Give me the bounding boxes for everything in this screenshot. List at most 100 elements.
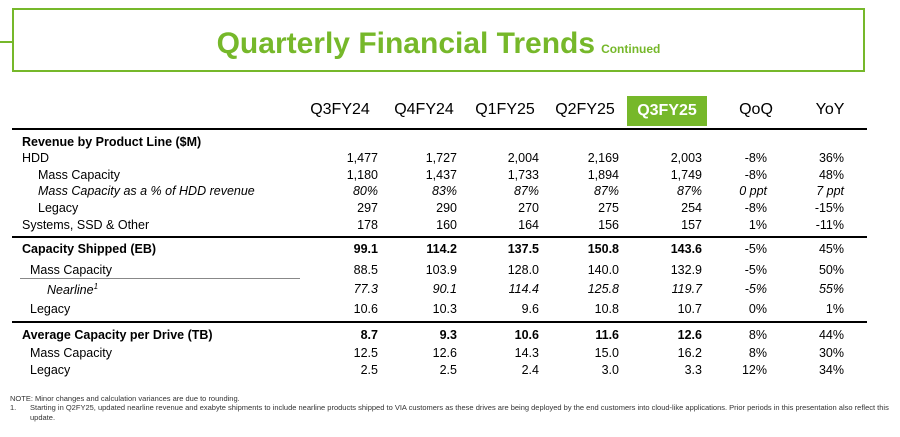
cell-yoy: 1% <box>825 302 844 316</box>
cell: 1,749 <box>670 168 702 182</box>
footnote-number: 1. <box>10 403 17 412</box>
cell: 9.3 <box>439 328 457 342</box>
table-row: Legacy 10.6 10.3 9.6 10.8 10.7 0% 1% <box>0 302 900 318</box>
cell-yoy: 50% <box>818 263 844 277</box>
cell: 10.3 <box>432 302 457 316</box>
cell: 3.3 <box>684 363 702 377</box>
nearline-label: Nearline <box>47 283 94 298</box>
cell-qoq: 12% <box>741 363 767 377</box>
cell: 2,169 <box>587 151 619 165</box>
cell: 10.7 <box>677 302 702 316</box>
cell-yoy: 36% <box>818 151 844 165</box>
title-text: Quarterly Financial Trends <box>216 27 596 60</box>
col-header-qoq: QoQ <box>739 101 773 118</box>
cell: 1,733 <box>507 168 539 182</box>
title-subtitle: Continued <box>601 42 661 56</box>
cell: 114.4 <box>508 282 539 296</box>
cell: 83% <box>431 184 457 198</box>
cell: 1,477 <box>346 151 378 165</box>
cell-yoy: -15% <box>814 201 844 215</box>
cell: 88.5 <box>353 263 378 277</box>
cell: 2.4 <box>521 363 539 377</box>
table-row: HDD 1,477 1,727 2,004 2,169 2,003 -8% 36… <box>0 151 900 167</box>
row-label: Capacity Shipped (EB) <box>22 242 157 256</box>
cell-qoq: 1% <box>748 218 767 232</box>
cell: 114.2 <box>426 242 457 256</box>
cell: 1,180 <box>346 168 378 182</box>
table-row: Mass Capacity as a % of HDD revenue 80% … <box>0 184 900 200</box>
row-label: Legacy <box>38 201 79 215</box>
section-header-capacity-shipped: Capacity Shipped (EB) 99.1 114.2 137.5 1… <box>0 242 900 258</box>
note-rounding: NOTE: Minor changes and calculation vari… <box>10 394 240 403</box>
cell: 11.6 <box>595 328 619 342</box>
col-header-q4fy24: Q4FY24 <box>394 101 454 118</box>
row-label: Mass Capacity as a % of HDD revenue <box>38 184 255 198</box>
cell: 150.8 <box>587 242 619 256</box>
title-accent-line <box>0 41 14 43</box>
cell: 164 <box>518 218 539 232</box>
col-header-q1fy25: Q1FY25 <box>475 101 535 118</box>
cell: 157 <box>681 218 702 232</box>
cell: 8.7 <box>360 328 378 342</box>
table-row: Mass Capacity 1,180 1,437 1,733 1,894 1,… <box>0 168 900 184</box>
page-title: Quarterly Financial Trends Continued <box>14 27 863 66</box>
header-rule <box>12 128 867 130</box>
row-label: Legacy <box>30 363 71 377</box>
cell-qoq: 0% <box>748 302 767 316</box>
table-row: Nearline1 77.3 90.1 114.4 125.8 119.7 -5… <box>0 282 900 298</box>
cell: 12.6 <box>677 328 702 342</box>
cell: 128.0 <box>507 263 539 277</box>
cell: 9.6 <box>521 302 539 316</box>
footnote-marker: 1 <box>93 282 99 291</box>
cell: 90.1 <box>432 282 457 296</box>
cell-qoq: 8% <box>748 328 767 342</box>
cell: 77.3 <box>353 282 378 296</box>
cell-yoy: 48% <box>818 168 844 182</box>
table-row: Mass Capacity 12.5 12.6 14.3 15.0 16.2 8… <box>0 346 900 362</box>
cell-yoy: 7 ppt <box>816 184 844 198</box>
cell: 12.6 <box>432 346 457 360</box>
col-header-q2fy25: Q2FY25 <box>555 101 615 118</box>
row-label: Nearline1 <box>47 282 98 297</box>
cell: 137.5 <box>507 242 539 256</box>
cell: 10.6 <box>514 328 539 342</box>
table-row: Mass Capacity 88.5 103.9 128.0 140.0 132… <box>0 263 900 279</box>
table-row: Legacy 2.5 2.5 2.4 3.0 3.3 12% 34% <box>0 363 900 379</box>
row-label: Systems, SSD & Other <box>22 218 150 232</box>
cell-yoy: 55% <box>818 282 844 296</box>
cell: 2.5 <box>360 363 378 377</box>
cell: 1,727 <box>425 151 457 165</box>
cell-qoq: 0 ppt <box>739 184 767 198</box>
section-header-revenue: Revenue by Product Line ($M) <box>0 135 900 151</box>
cell: 1,894 <box>587 168 619 182</box>
cell-yoy: 30% <box>818 346 844 360</box>
cell: 160 <box>436 218 457 232</box>
cell: 132.9 <box>670 263 702 277</box>
section-rule <box>12 321 867 323</box>
cell: 178 <box>357 218 378 232</box>
table-row: Systems, SSD & Other 178 160 164 156 157… <box>0 218 900 234</box>
cell: 270 <box>518 201 539 215</box>
table-row: Legacy 297 290 270 275 254 -8% -15% <box>0 201 900 217</box>
nearline-divider <box>20 278 300 279</box>
title-box: Quarterly Financial Trends Continued <box>12 8 865 72</box>
col-header-yoy: YoY <box>815 101 845 118</box>
cell: 143.6 <box>670 242 702 256</box>
row-label: HDD <box>22 151 50 165</box>
cell: 125.8 <box>587 282 619 296</box>
section-header-avg-capacity: Average Capacity per Drive (TB) 8.7 9.3 … <box>0 328 900 344</box>
row-label: Revenue by Product Line ($M) <box>22 135 202 149</box>
cell-qoq: -8% <box>744 168 767 182</box>
cell: 16.2 <box>677 346 702 360</box>
cell: 140.0 <box>587 263 619 277</box>
cell: 2.5 <box>439 363 457 377</box>
cell: 12.5 <box>353 346 378 360</box>
cell-yoy: 34% <box>818 363 844 377</box>
cell: 290 <box>436 201 457 215</box>
cell-yoy: 44% <box>818 328 844 342</box>
cell: 10.8 <box>594 302 619 316</box>
cell: 87% <box>513 184 539 198</box>
row-label: Mass Capacity <box>30 346 112 360</box>
row-label: Average Capacity per Drive (TB) <box>22 328 213 342</box>
cell: 156 <box>598 218 619 232</box>
